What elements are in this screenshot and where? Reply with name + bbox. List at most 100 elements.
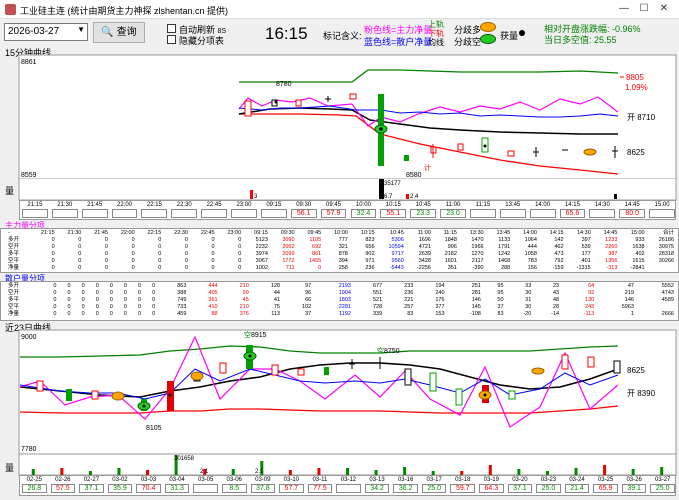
table-cell: 0 (78, 265, 82, 271)
date-tick: 03-20 (512, 477, 528, 483)
p2-tag-open: 开 8390 (627, 389, 656, 398)
ratio-cell (649, 209, 675, 218)
table-cell: 1064 (524, 237, 537, 243)
table-cell: 2666 (661, 311, 674, 317)
table-cell: 459 (177, 311, 187, 317)
table-cell: 394 (338, 258, 348, 264)
table-cell: 1803 (338, 297, 351, 303)
p2-y-bottom: 7780 (21, 446, 37, 453)
table-header: 21:30 (67, 230, 82, 236)
row-label: 多平 (8, 251, 20, 257)
table-cell: 0 (123, 283, 127, 289)
vol1-small2: 6.7 (384, 194, 393, 200)
ratio-cell (81, 209, 108, 218)
table-cell: 96 (305, 290, 312, 296)
table-cell: 728 (372, 304, 383, 310)
table-cell: 5552 (661, 283, 674, 289)
p2-mid-line (19, 362, 619, 398)
ratio-cell: 34.2 (364, 484, 390, 493)
minimize-button[interactable]: — (619, 3, 629, 14)
table-cell: 0 (78, 258, 82, 264)
multi-empty-value: 当日多空值: 25.55 (544, 35, 617, 45)
ratio-cell: 36.2 (393, 484, 418, 493)
tag-up: 8805 (626, 73, 644, 82)
table-cell: 2260 (605, 244, 618, 250)
close-button[interactable]: ✕ (659, 3, 669, 14)
table-cell: 0 (131, 251, 135, 257)
table-cell: 823 (365, 237, 375, 243)
time-tick: 11:15 (475, 202, 491, 208)
chevron-down-icon[interactable]: ▼ (77, 25, 85, 34)
date-picker[interactable]: 2026-03-27 ▼ (4, 23, 88, 41)
p2-kong1: 空 (244, 330, 251, 339)
main-force-table: - 21:15 21:30 21:45 22:00 22:15 22:30 22:45 23:0… (0, 228, 679, 273)
table-cell: 387 (608, 251, 618, 257)
table-cell: 0 (53, 283, 57, 289)
time-tick: 10:00 (355, 202, 371, 208)
main-net-line (238, 96, 619, 127)
row-label: 空平 (8, 304, 20, 310)
ratio-cell: 64.3 (479, 484, 504, 493)
table-cell: 0 (184, 251, 188, 257)
ratio-cell: 25.0 (421, 484, 447, 493)
hide-table-label: 隐藏分项表 (179, 36, 225, 46)
table-cell: 30 (525, 304, 532, 310)
table-cell: 30975 (658, 244, 674, 250)
time-tick: 13:45 (505, 202, 521, 208)
table-cell: 0 (95, 304, 99, 310)
legend-jiezhi: 获量 (500, 31, 519, 41)
table-cell: 0 (211, 258, 215, 264)
table-cell: 210 (239, 304, 249, 310)
table-cell: 0 (123, 304, 127, 310)
table-cell: 0 (67, 297, 71, 303)
table-cell: 0 (53, 304, 57, 310)
auto-refresh-checkbox[interactable] (167, 24, 176, 33)
volume-bar (660, 467, 664, 475)
table-cell: -390 (472, 265, 484, 271)
table-cell: 0 (131, 244, 135, 250)
volume-bar (374, 470, 378, 475)
query-button[interactable]: 🔍 查询 (93, 22, 145, 43)
tag-open: 开 8710 (627, 113, 656, 122)
ratio-cell: 32.4 (350, 209, 377, 218)
legend-up-band: 上轨 (428, 20, 444, 29)
ratio-cell (111, 209, 138, 218)
maximize-button[interactable]: ☐ (639, 3, 649, 14)
legend-kong: 分歧空 (454, 37, 482, 47)
tag-last: 8625 (627, 148, 645, 157)
volume-bar (288, 470, 292, 475)
row-label: 多开 (8, 283, 20, 289)
table-cell: 2052 (282, 244, 295, 250)
volume-bar (231, 469, 235, 475)
table-cell: 47 (627, 283, 634, 289)
table-cell: 0 (158, 244, 162, 250)
volume-bar (545, 471, 549, 475)
table-cell: 0 (152, 290, 156, 296)
open-change: 相对开盘涨跌幅: -0.96% (544, 24, 641, 34)
table-cell: 0 (53, 290, 57, 296)
table-cell: 221 (404, 297, 414, 303)
table-cell: -313 (606, 265, 618, 271)
auto-refresh-label: 自动刷新 8S (179, 25, 227, 35)
table-cell: 1791 (498, 244, 511, 250)
table-cell: 377 (435, 304, 445, 310)
volume-bar (317, 468, 321, 475)
ratio-cell: 25.0 (650, 484, 675, 493)
time-tick: 10:45 (415, 202, 431, 208)
date-tick: 03-10 (283, 477, 300, 483)
time-tick: 22:15 (146, 202, 162, 208)
table-cell: 1058 (524, 251, 537, 257)
ratio-cell: 31.3 (164, 484, 190, 493)
table-header: 09:15 (254, 230, 268, 236)
table-cell: 339 (372, 311, 383, 317)
table-cell: 9717 (391, 251, 404, 257)
table-cell: 0 (158, 265, 162, 271)
y-top-label: 8861 (21, 59, 37, 66)
date-tick: 02-26 (55, 477, 71, 483)
table-cell: 1242 (498, 251, 511, 257)
hide-table-checkbox[interactable] (167, 35, 176, 44)
table-cell: 792 (554, 258, 564, 264)
table-cell: -2256 (416, 265, 431, 271)
date-tick: 03-13 (369, 477, 385, 483)
table-cell: 410 (208, 304, 218, 310)
